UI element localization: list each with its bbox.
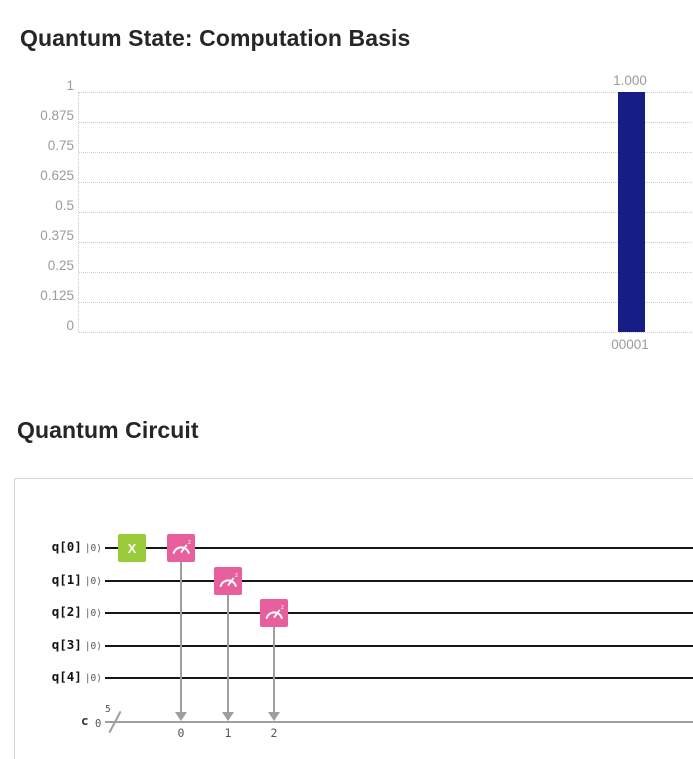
- classical-register-name: c: [81, 713, 89, 728]
- classical-register-size: 5: [105, 704, 111, 715]
- measure-gate: z: [260, 599, 288, 627]
- qubit-wire: [105, 645, 693, 647]
- gridline: [79, 331, 693, 333]
- qubit-label: q[1] |0⟩: [15, 572, 102, 590]
- circuit-card: q[0] |0⟩ q[1] |0⟩ q[2] |0⟩ q[3] |0⟩ q[4] |0⟩ X 0 z 1 z…: [14, 478, 693, 759]
- qubit-wire: [105, 547, 693, 549]
- qubit-wire: [105, 677, 693, 679]
- measure-gauge-icon: z: [172, 539, 191, 555]
- qubit-wire: [105, 612, 693, 614]
- measure-arrowhead: [175, 712, 187, 721]
- circuit-section-title: Quantum Circuit: [17, 417, 199, 443]
- svg-text:z: z: [281, 604, 284, 611]
- classical-wire: [105, 721, 693, 723]
- probability-bar-chart: 1 0.875 0.75 0.625 0.5 0.375 0.25 0.125 0 1.000 0…: [0, 70, 693, 365]
- ket-zero-label: |0⟩: [84, 673, 102, 684]
- measure-gate: z: [214, 567, 242, 595]
- y-tick-label: 0.625: [40, 168, 74, 183]
- measure-arrowhead: [222, 712, 234, 721]
- gridline: [79, 241, 693, 243]
- measure-gate: z: [167, 534, 195, 562]
- measure-gauge-icon: z: [219, 572, 238, 588]
- qubit-name: q[2]: [51, 604, 82, 619]
- state-section-title: Quantum State: Computation Basis: [20, 25, 411, 51]
- gridline: [79, 211, 693, 213]
- classical-bit-index: 1: [224, 726, 232, 740]
- measure-drop-line: [227, 595, 229, 712]
- ket-zero-label: |0⟩: [84, 608, 102, 619]
- gridline: [79, 91, 693, 93]
- svg-text:z: z: [235, 572, 238, 579]
- y-tick-label: 0.5: [55, 198, 74, 213]
- measure-drop-line: [273, 627, 275, 712]
- y-tick-label: 0.875: [40, 108, 74, 123]
- plot-area: [78, 91, 693, 333]
- qubit-name: q[4]: [51, 669, 82, 684]
- x-gate: X: [118, 534, 146, 562]
- y-tick-label: 0.25: [47, 258, 74, 273]
- x-category-label: 00001: [611, 337, 649, 352]
- classical-bit-index: 0: [177, 726, 185, 740]
- qubit-label: q[4] |0⟩: [15, 669, 102, 687]
- qubit-label: q[3] |0⟩: [15, 637, 102, 655]
- y-tick-label: 0.125: [40, 288, 74, 303]
- gridline: [79, 121, 693, 123]
- y-tick-label: 0.75: [47, 138, 74, 153]
- x-gate-letter: X: [127, 540, 137, 556]
- y-tick-label: 0: [66, 318, 74, 333]
- ket-zero-label: |0⟩: [84, 543, 102, 554]
- probability-bar: [617, 92, 645, 332]
- ket-zero-label: |0⟩: [84, 641, 102, 652]
- qubit-name: q[0]: [51, 539, 82, 554]
- qubit-name: q[1]: [51, 572, 82, 587]
- gridline: [79, 301, 693, 303]
- y-tick-label: 0.375: [40, 228, 74, 243]
- svg-text:z: z: [188, 539, 191, 546]
- gridline: [79, 271, 693, 273]
- measure-arrowhead: [268, 712, 280, 721]
- classical-register-index: 0: [95, 718, 102, 730]
- measure-drop-line: [180, 562, 182, 712]
- gridline: [79, 151, 693, 153]
- qubit-label: q[2] |0⟩: [15, 604, 102, 622]
- classical-bit-index: 2: [270, 726, 278, 740]
- qubit-wire: [105, 580, 693, 582]
- gridline: [79, 181, 693, 183]
- bar-value-label: 1.000: [613, 73, 647, 88]
- ket-zero-label: |0⟩: [84, 576, 102, 587]
- qubit-name: q[3]: [51, 637, 82, 652]
- measure-gauge-icon: z: [265, 604, 284, 620]
- qubit-label: q[0] |0⟩: [15, 539, 102, 557]
- y-tick-label: 1: [66, 78, 74, 93]
